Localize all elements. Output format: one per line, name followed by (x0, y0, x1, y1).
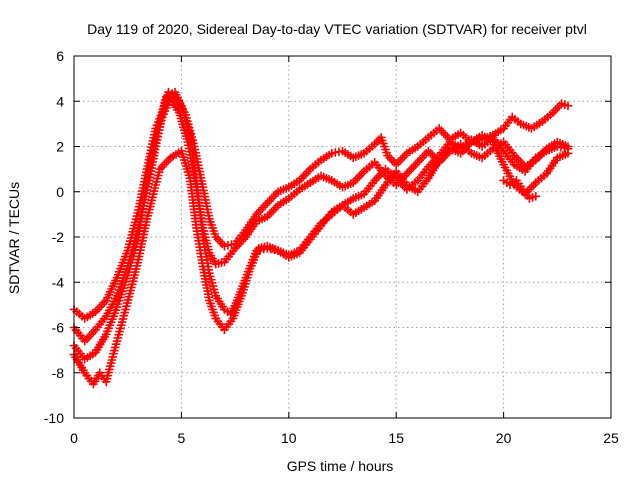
chart-title: Day 119 of 2020, Sidereal Day-to-day VTE… (87, 21, 587, 37)
series-5 (499, 176, 541, 203)
grid-lines (74, 56, 611, 418)
x-tick-label: 15 (388, 430, 404, 446)
x-tick-label: 20 (496, 430, 512, 446)
y-tick-label: 2 (56, 139, 64, 155)
y-tick-label: -4 (52, 274, 65, 290)
y-tick-label: 6 (56, 48, 64, 64)
x-axis-label: GPS time / hours (287, 458, 394, 474)
x-tick-label: 0 (70, 430, 78, 446)
x-tick-label: 10 (281, 430, 297, 446)
y-tick-label: -8 (52, 365, 65, 381)
series-4 (69, 130, 573, 389)
axis-ticks: 0 5 10 15 20 25 -10 -8 -6 -4 -2 0 2 4 6 (44, 48, 619, 446)
y-tick-label: 0 (56, 184, 64, 200)
y-tick-label: 4 (56, 93, 64, 109)
series-line (73, 91, 569, 320)
y-tick-label: -2 (52, 229, 65, 245)
x-tick-label: 5 (178, 430, 186, 446)
x-tick-label: 25 (603, 430, 619, 446)
plot-frame (73, 55, 612, 419)
y-tick-label: -10 (44, 410, 64, 426)
plus-markers (499, 176, 541, 203)
y-axis-label: SDTVAR / TECUs (6, 182, 22, 294)
y-tick-label: -6 (52, 320, 65, 336)
data-series (69, 87, 573, 389)
